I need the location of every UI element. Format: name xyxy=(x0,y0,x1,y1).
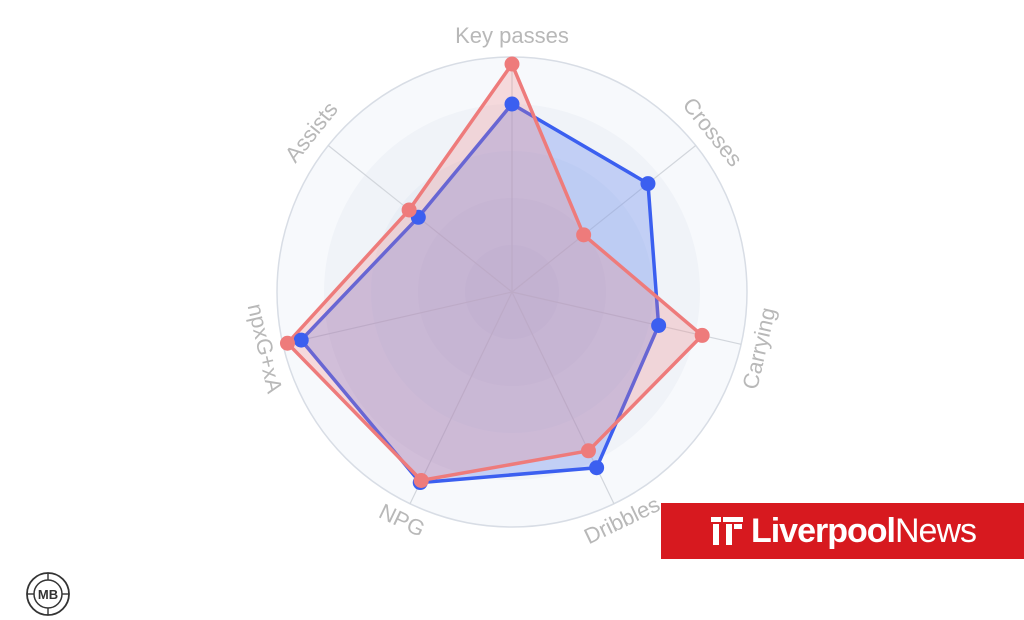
radar-spoke xyxy=(511,145,697,293)
liverpool-news-logo-icon xyxy=(710,517,743,545)
radar-point-s2 xyxy=(580,443,596,459)
brand-name: LiverpoolNews xyxy=(750,511,977,551)
radar-point-s1 xyxy=(651,317,667,333)
radar-point-s2 xyxy=(694,327,710,343)
radar-point-s1 xyxy=(293,332,309,348)
radar-point-s2 xyxy=(279,335,295,351)
radar-series-2 xyxy=(285,62,704,483)
radar-point-s2 xyxy=(504,56,520,72)
brand-name-bold: Liverpool xyxy=(750,511,896,550)
radar-spoke xyxy=(409,291,513,504)
brand-name-light: News xyxy=(895,511,977,550)
watermark-text: MB xyxy=(38,587,58,602)
radar-point-s2 xyxy=(401,202,417,218)
radar-point-s1 xyxy=(589,460,605,476)
radar-point-s2 xyxy=(576,227,592,243)
liverpool-news-banner[interactable]: LiverpoolNews xyxy=(661,503,1024,559)
radar-spoke xyxy=(282,291,513,345)
axis-label-key-passes: Key passes xyxy=(455,23,569,48)
radar-point-s2 xyxy=(413,472,429,488)
radar-point-s1 xyxy=(504,96,520,112)
radar-point-s1 xyxy=(640,176,656,192)
mb-watermark-icon: MB xyxy=(26,572,70,616)
